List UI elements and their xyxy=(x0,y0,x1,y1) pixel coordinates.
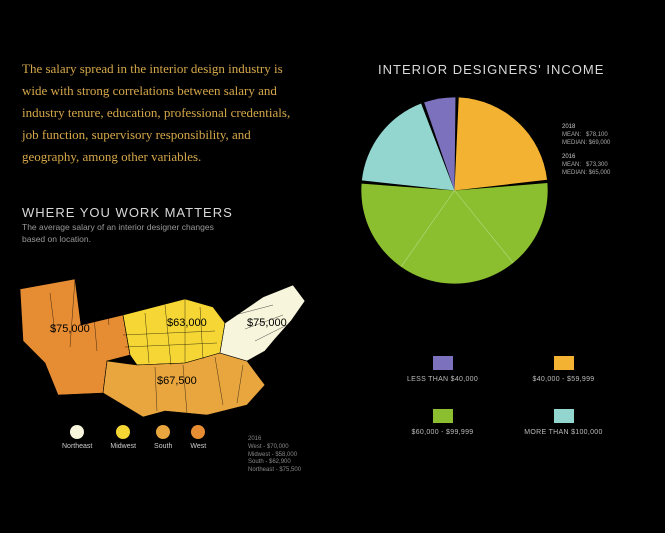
map-section-subtitle: The average salary of an interior design… xyxy=(22,222,232,246)
legend-swatch xyxy=(156,425,170,439)
map-legend-item: Northeast xyxy=(62,425,92,450)
stat-median: $69,000 xyxy=(589,140,611,146)
intro-text: The salary spread in the interior design… xyxy=(22,58,297,168)
map-label-northeast: $75,000 xyxy=(247,317,287,329)
pie-slice xyxy=(361,183,547,284)
legend-label: South xyxy=(154,443,172,450)
stat-mean: $73,300 xyxy=(586,162,608,168)
legend-label: West xyxy=(190,443,206,450)
legend-label: $40,000 - $59,999 xyxy=(533,376,595,383)
map-label-midwest: $63,000 xyxy=(167,317,207,329)
income-stats: 2018 MEAN: $78,100 MEDIAN: $69,000 2016 … xyxy=(562,123,610,178)
legend-swatch xyxy=(554,356,574,370)
legend-swatch xyxy=(554,409,574,423)
map-legend: Northeast Midwest South West xyxy=(62,425,206,450)
stat-mean: $78,100 xyxy=(586,132,608,138)
legend-swatch xyxy=(116,425,130,439)
us-map-svg xyxy=(15,255,315,425)
map-2016-line: West - $70,000 xyxy=(248,444,301,452)
legend-swatch xyxy=(433,409,453,423)
map-2016-notes: 2016 West - $70,000 Midwest - $58,000 So… xyxy=(248,436,301,475)
income-legend-item: MORE THAN $100,000 xyxy=(509,409,618,436)
legend-label: $60,000 - $99,999 xyxy=(412,429,474,436)
map-section-title: WHERE YOU WORK MATTERS xyxy=(22,205,233,220)
legend-swatch xyxy=(191,425,205,439)
legend-label: MORE THAN $100,000 xyxy=(524,429,602,436)
pie-svg xyxy=(352,88,557,293)
map-legend-item: South xyxy=(154,425,172,450)
legend-label: Northeast xyxy=(62,443,92,450)
map-legend-item: Midwest xyxy=(110,425,136,450)
income-section-title: INTERIOR DESIGNERS' INCOME xyxy=(378,62,604,77)
legend-swatch xyxy=(433,356,453,370)
region-midwest xyxy=(123,299,225,365)
stat-median: $65,000 xyxy=(589,170,611,176)
stat-year: 2018 xyxy=(562,124,575,130)
legend-swatch xyxy=(70,425,84,439)
legend-label: Midwest xyxy=(110,443,136,450)
map-2016-line: Northeast - $75,500 xyxy=(248,467,301,475)
legend-label: LESS THAN $40,000 xyxy=(407,376,478,383)
map-2016-line: South - $62,900 xyxy=(248,459,301,467)
income-legend-item: $60,000 - $99,999 xyxy=(388,409,497,436)
map-2016-line: Midwest - $58,000 xyxy=(248,452,301,460)
income-legend: LESS THAN $40,000 $40,000 - $59,999 $60,… xyxy=(388,356,618,436)
income-pie-chart xyxy=(352,88,557,293)
us-map: $75,000 $63,000 $67,500 $75,000 xyxy=(15,255,315,430)
map-label-west: $75,000 xyxy=(50,323,90,335)
map-label-south: $67,500 xyxy=(157,375,197,387)
income-legend-item: $40,000 - $59,999 xyxy=(509,356,618,383)
map-2016-heading: 2016 xyxy=(248,436,301,444)
stat-year: 2016 xyxy=(562,154,575,160)
pie-slice xyxy=(455,97,548,190)
map-legend-item: West xyxy=(190,425,206,450)
income-legend-item: LESS THAN $40,000 xyxy=(388,356,497,383)
